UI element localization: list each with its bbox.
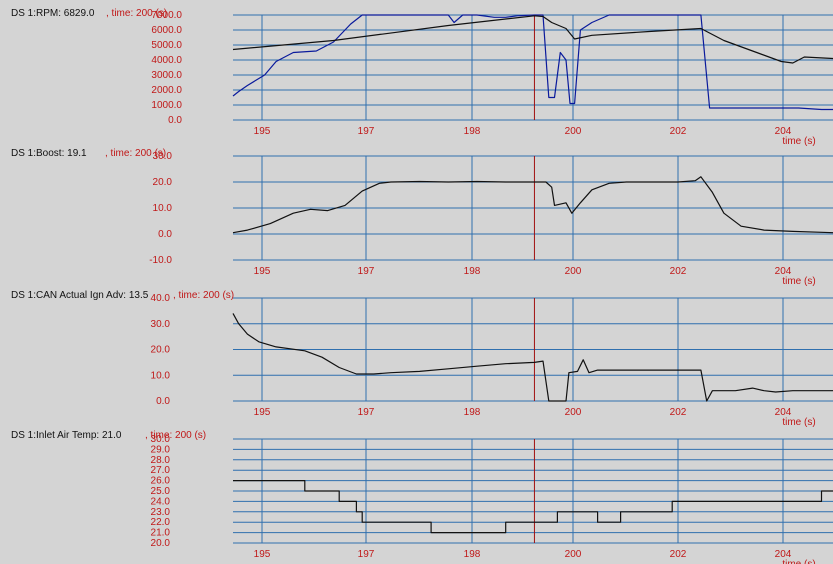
cursor-time-readout: , time: 200 (s) [173,290,234,301]
y-tick-label: 27.0 [151,465,171,476]
cursor-time-readout: , time: 200 (s) [106,8,167,19]
y-tick-label: 30.0 [153,151,173,162]
x-tick-label: 204 [775,549,792,560]
chart-panel-3: 0.0 10.0 20.0 30.0 40.0 195 197 198 200 202 204tim… [11,290,833,428]
y-tick-label: 30.0 [151,319,171,330]
x-axis-label: time (s) [782,417,815,428]
y-tick-label: 5000.0 [151,40,182,51]
x-tick-label: 198 [464,266,481,277]
series-line-2 [232,15,833,64]
channel-readout: DS 1:Inlet Air Temp: 21.0 [11,430,122,441]
y-tick-label: 2000.0 [151,85,182,96]
series-line-1 [232,14,833,111]
channel-readout: DS 1:CAN Actual Ign Adv: 13.5 [11,290,149,301]
y-tick-label: 20.0 [151,345,171,356]
x-tick-label: 198 [464,549,481,560]
y-tick-label: 0.0 [168,115,182,126]
x-tick-label: 200 [565,407,582,418]
x-tick-label: 202 [670,126,687,137]
y-tick-label: 1000.0 [151,100,182,111]
cursor-time-readout: , time: 200 (s) [145,430,206,441]
x-tick-label: 204 [775,126,792,137]
chart-panel-4: 20.021.022.023.024.025.026.027.028.029.0… [11,430,833,564]
y-tick-label: 28.0 [151,455,171,466]
x-tick-label: 197 [358,407,375,418]
x-tick-label: 195 [254,549,271,560]
chart-panel-2: -10.0 0.0 10.0 20.0 30.0 195 197 198 200 202 204ti… [11,148,833,287]
y-tick-label: 22.0 [151,517,171,528]
x-axis-label: time (s) [782,559,815,564]
series-line-1 [232,176,833,234]
y-tick-label: 21.0 [151,528,171,539]
x-tick-label: 198 [464,126,481,137]
x-tick-label: 197 [358,549,375,560]
x-tick-label: 204 [775,407,792,418]
y-tick-label: 23.0 [151,507,171,518]
x-tick-label: 200 [565,549,582,560]
y-tick-label: 30.0 [151,434,171,445]
y-tick-label: 3000.0 [151,70,182,81]
x-axis-label: time (s) [782,136,815,147]
channel-readout: DS 1:Boost: 19.1 [11,148,87,159]
y-tick-label: 10.0 [153,203,173,214]
x-tick-label: 204 [775,266,792,277]
y-tick-label: 6000.0 [151,25,182,36]
y-tick-label: 29.0 [151,444,171,455]
y-tick-label: 20.0 [151,538,171,549]
y-tick-label: 4000.0 [151,55,182,66]
y-tick-label: 7000.0 [151,10,182,21]
y-tick-label: 40.0 [151,293,171,304]
x-axis-label: time (s) [782,276,815,287]
y-tick-label: 25.0 [151,486,171,497]
channel-readout: DS 1:RPM: 6829.0 [11,8,95,19]
y-tick-label: -10.0 [149,255,172,266]
x-tick-label: 197 [358,266,375,277]
series-line-1 [233,480,833,534]
x-tick-label: 195 [254,407,271,418]
x-tick-label: 202 [670,549,687,560]
x-tick-label: 197 [358,126,375,137]
cursor-time-readout: , time: 200 (s) [105,148,166,159]
y-tick-label: 10.0 [151,370,171,381]
chart-panel-1: 0.0 1000.0 2000.0 3000.0 4000.0 5000.0 6000.0 7… [11,8,833,147]
y-tick-label: 0.0 [156,396,170,407]
x-tick-label: 198 [464,407,481,418]
x-tick-label: 200 [565,266,582,277]
y-tick-label: 24.0 [151,496,171,507]
y-tick-label: 26.0 [151,476,171,487]
x-tick-label: 200 [565,126,582,137]
series-line-1 [232,313,833,402]
x-tick-label: 202 [670,266,687,277]
x-tick-label: 195 [254,266,271,277]
y-tick-label: 20.0 [153,177,173,188]
x-tick-label: 195 [254,126,271,137]
x-tick-label: 202 [670,407,687,418]
y-tick-label: 0.0 [158,229,172,240]
